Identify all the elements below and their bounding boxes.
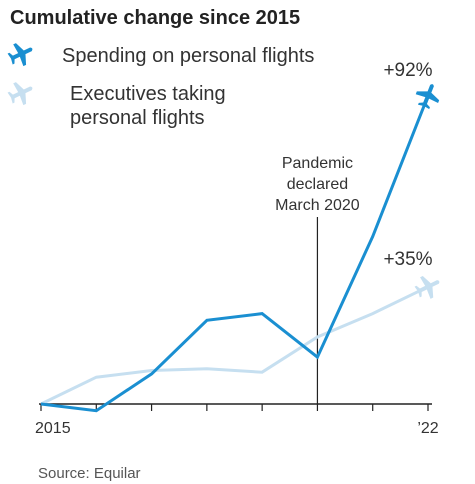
series-end-airplane-icon-executives	[414, 275, 440, 299]
pandemic-label-line1: Pandemic	[282, 155, 353, 172]
series-end-label-executives: +35%	[383, 249, 432, 270]
legend-label-spending: Spending on personal flights	[62, 45, 314, 67]
legend-airplane-icon-spending-shape	[7, 43, 33, 67]
series-end-airplane-icon-spending	[415, 84, 440, 110]
legend: Spending on personal flights Executives t…	[7, 43, 314, 129]
legend-label-executives-line2: personal flights	[70, 107, 205, 129]
pandemic-label-line3: March 2020	[275, 197, 360, 214]
chart-title: Cumulative change since 2015	[10, 7, 300, 29]
pandemic-label-line2: declared	[287, 176, 348, 193]
legend-airplane-icon-spending	[7, 43, 33, 67]
pandemic-annotation: Pandemic declared March 2020	[275, 155, 360, 404]
x-tick-label-2022: ’22	[417, 420, 438, 437]
source-note: Source: Equilar	[38, 465, 141, 482]
series-layer: +35% +92%	[40, 60, 440, 413]
legend-airplane-icon-executives	[7, 82, 33, 106]
series-end-airplane-icon-spending-shape	[415, 84, 440, 110]
series-line-executives	[40, 285, 429, 406]
series-line-spending	[40, 95, 430, 413]
legend-label-executives-line1: Executives taking	[70, 83, 226, 105]
x-axis-ticks: 2015 ’22	[35, 404, 439, 437]
series-end-label-spending: +92%	[383, 60, 432, 81]
legend-airplane-icon-executives-shape	[7, 82, 33, 106]
series-end-airplane-icon-executives-shape	[414, 275, 440, 299]
x-tick-label-2015: 2015	[35, 420, 71, 437]
